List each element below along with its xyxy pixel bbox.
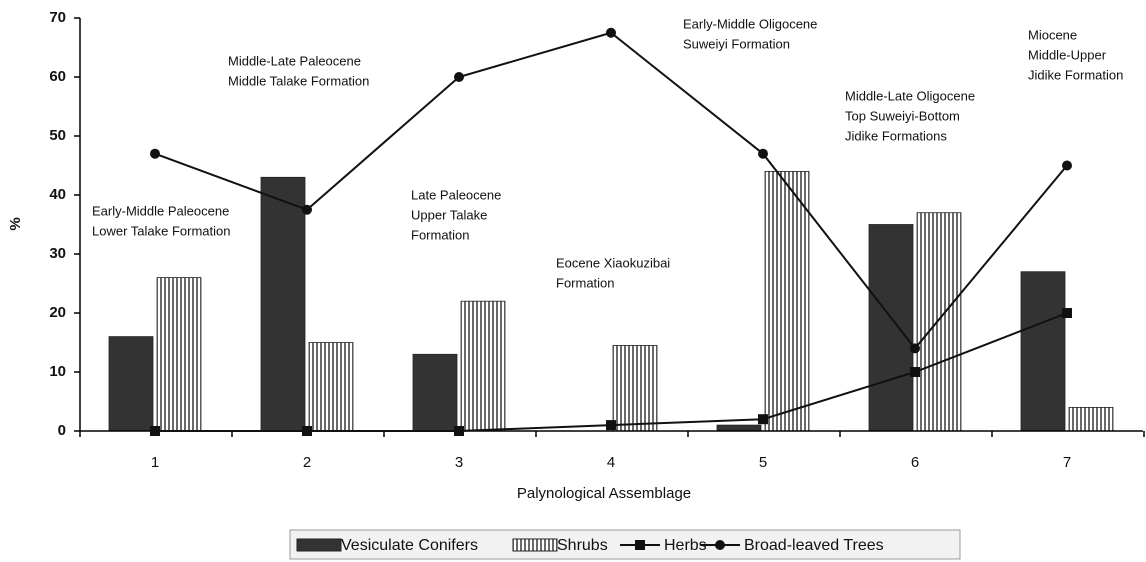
line-marker [910, 367, 920, 377]
bar [260, 176, 306, 432]
y-tick-label: 40 [49, 186, 66, 203]
line-marker [454, 426, 464, 436]
annotation: Middle-Upper [1028, 47, 1107, 62]
bar [108, 336, 154, 432]
bar [308, 342, 354, 432]
y-tick-label: 50 [49, 127, 66, 144]
line-marker [302, 426, 312, 436]
y-axis-label: % [7, 217, 24, 230]
annotation: Middle-Late Oligocene [845, 88, 975, 103]
line-marker [758, 148, 768, 159]
annotation: Late Paleocene [411, 187, 501, 202]
annotation: Middle-Late Paleocene [228, 53, 361, 68]
line-marker [1062, 308, 1072, 318]
line-marker [606, 420, 616, 431]
bar [868, 224, 914, 432]
line-marker [150, 426, 160, 436]
line-marker [454, 72, 464, 82]
bar [1020, 271, 1066, 432]
x-tick-label: 1 [151, 454, 159, 471]
x-tick-label: 4 [607, 454, 615, 471]
bar [156, 277, 202, 432]
line-marker [910, 343, 920, 354]
bar [460, 300, 506, 432]
annotation: Suweiyi Formation [683, 36, 790, 51]
x-tick-label: 2 [303, 454, 311, 471]
y-tick-label: 10 [49, 363, 66, 380]
legend-swatch [296, 538, 342, 552]
bar [716, 424, 762, 432]
annotation: Jidike Formations [845, 128, 947, 143]
x-tick-label: 5 [759, 454, 767, 471]
bar [1068, 406, 1114, 432]
annotation: Miocene [1028, 27, 1077, 42]
annotation: Formation [411, 227, 470, 242]
legend-label: Herbs [664, 537, 707, 554]
legend-marker [635, 540, 645, 550]
y-tick-label: 0 [58, 422, 66, 439]
y-tick-label: 20 [49, 304, 66, 321]
legend-swatch [512, 538, 558, 552]
legend-label: Shrubs [557, 537, 608, 554]
annotation: Upper Talake [411, 207, 487, 222]
annotation: Middle Talake Formation [228, 73, 369, 88]
annotation: Early-Middle Oligocene [683, 16, 817, 31]
bar [764, 170, 810, 432]
line-marker [302, 204, 312, 215]
annotation: Formation [556, 275, 615, 290]
line-marker [758, 414, 768, 425]
y-tick-label: 30 [49, 245, 66, 262]
bar [916, 212, 962, 432]
y-tick-label: 70 [49, 9, 66, 26]
bar [612, 345, 658, 432]
bar [412, 353, 458, 432]
x-tick-label: 7 [1063, 454, 1071, 471]
x-tick-label: 6 [911, 454, 919, 471]
line-marker [606, 27, 616, 38]
annotation: Early-Middle Paleocene [92, 203, 229, 218]
annotation: Lower Talake Formation [92, 223, 231, 238]
annotation: Jidike Formation [1028, 67, 1123, 82]
legend-label: Vesiculate Conifers [341, 537, 478, 554]
line-marker [1062, 160, 1072, 171]
x-tick-label: 3 [455, 454, 463, 471]
annotation: Eocene Xiaokuzibai [556, 255, 670, 270]
y-tick-label: 60 [49, 68, 66, 85]
line-marker [150, 148, 160, 159]
annotation: Top Suweiyi-Bottom [845, 108, 960, 123]
legend-marker [715, 540, 725, 550]
x-axis-label: Palynological Assemblage [517, 485, 691, 502]
legend-label: Broad-leaved Trees [744, 537, 884, 554]
